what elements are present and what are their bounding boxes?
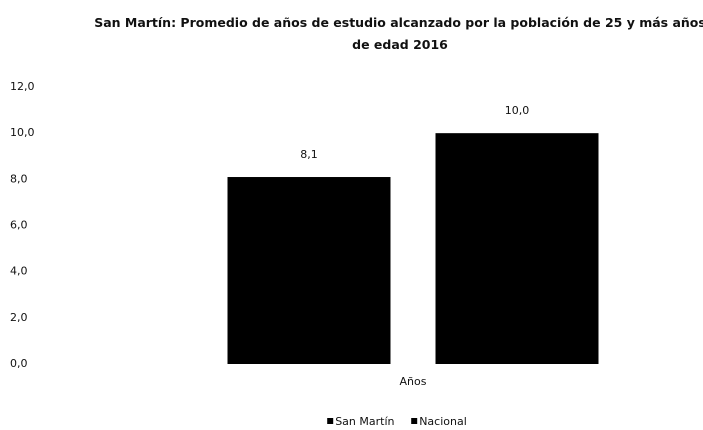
legend-label: Nacional [419, 415, 467, 428]
y-tick-label: 12,0 [10, 80, 35, 93]
bar [435, 133, 599, 364]
bar [227, 177, 391, 364]
x-tick-label: Años [400, 375, 427, 388]
legend-label: San Martín [335, 415, 394, 428]
legend-swatch [327, 418, 334, 424]
chart-title: San Martín: Promedio de años de estudio … [94, 15, 703, 52]
value-label: 8,1 [300, 148, 318, 161]
legend-swatch [411, 418, 418, 424]
value-label: 10,0 [505, 104, 530, 117]
y-tick-label: 8,0 [10, 172, 28, 185]
y-tick-label: 10,0 [10, 126, 35, 139]
y-tick-label: 6,0 [10, 219, 28, 232]
y-tick-label: 2,0 [10, 311, 28, 324]
y-tick-label: 4,0 [10, 265, 28, 278]
y-tick-label: 0,0 [10, 357, 28, 370]
